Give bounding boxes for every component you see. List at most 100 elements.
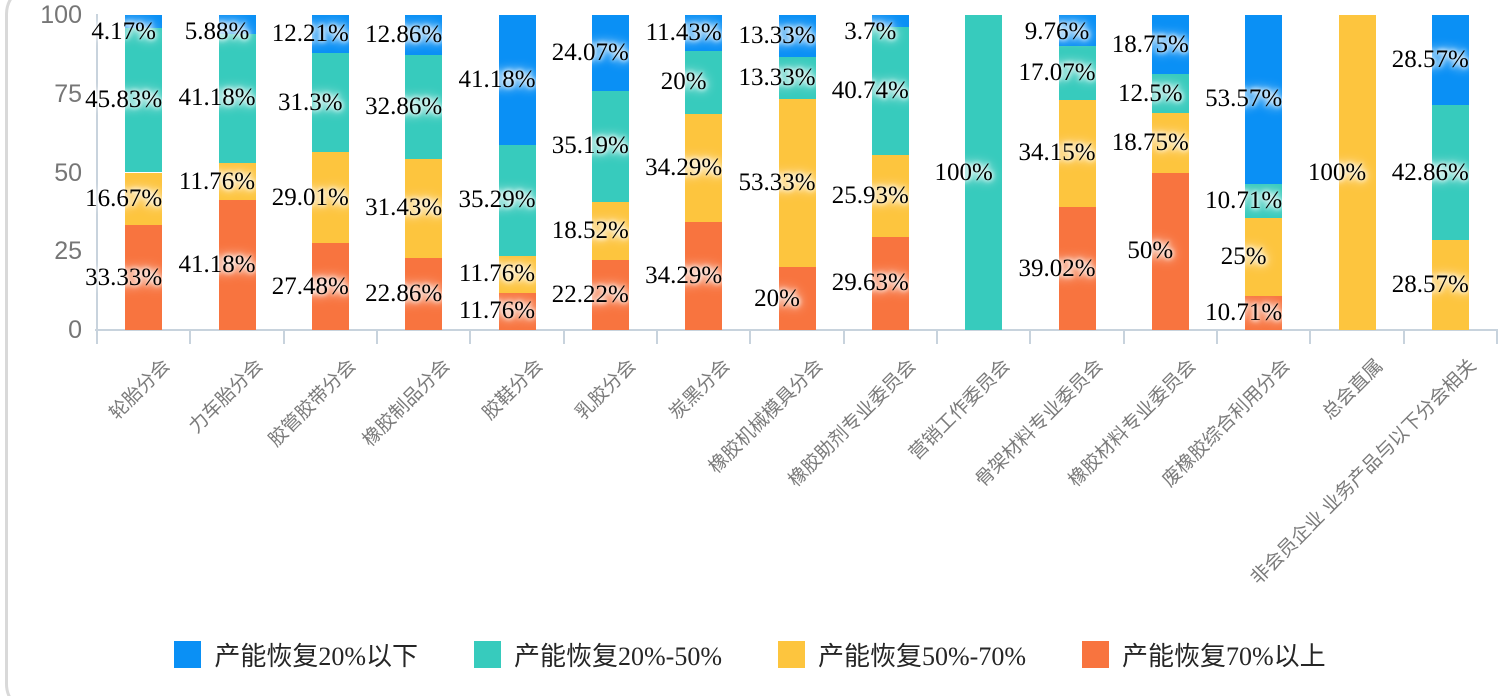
legend-label: 产能恢复50%-70% [818, 642, 1026, 671]
data-label: 12.21% [271, 20, 349, 48]
x-axis-tick [1216, 331, 1218, 344]
bar-segment [685, 14, 723, 51]
data-label: 11.76% [458, 260, 536, 288]
bar-segment [218, 200, 256, 330]
bar-segment [685, 221, 723, 330]
bar-segment [871, 154, 909, 237]
bar-segment [1431, 240, 1469, 330]
category-label: 乳胶分会 [572, 355, 641, 425]
bar-segment [498, 255, 536, 293]
data-label: 11.43% [645, 18, 722, 46]
data-label: 24.07% [551, 38, 629, 66]
bar-segment [1431, 104, 1469, 240]
data-label: 41.18% [458, 65, 536, 93]
data-label: 41.18% [178, 251, 256, 279]
data-label: 20% [754, 284, 800, 312]
category-label: 胶鞋分会 [478, 355, 548, 425]
data-label: 12.86% [365, 21, 443, 49]
legend-item: 产能恢复20%以下 [174, 636, 418, 673]
data-label: 53.57% [1205, 85, 1283, 113]
x-axis-tick [1309, 331, 1312, 344]
category-label: 炭黑分会 [665, 355, 735, 425]
category-label: 力车胎分会 [185, 355, 268, 438]
data-label: 3.7% [844, 18, 897, 45]
data-label: 20% [660, 68, 707, 96]
bar-segment [1245, 296, 1283, 330]
category-label: 轮胎分会 [105, 355, 175, 425]
data-label: 40.74% [831, 76, 909, 104]
bar-segment [498, 144, 536, 256]
legend-swatch [778, 641, 805, 668]
data-label: 22.22% [551, 281, 629, 308]
y-tick-label: 0 [68, 316, 82, 344]
x-axis-tick [749, 331, 752, 344]
data-label: 100% [1307, 158, 1367, 186]
bar-segment [311, 243, 349, 330]
data-label: 22.86% [365, 279, 443, 307]
x-axis-tick [96, 331, 98, 344]
data-label: 34.29% [645, 261, 723, 289]
bar-segment [498, 292, 536, 330]
bar-segment [1431, 15, 1469, 105]
data-label: 32.86% [365, 93, 443, 121]
data-label: 4.17% [91, 18, 156, 45]
data-label: 35.19% [551, 132, 629, 160]
data-label: 17.07% [1018, 58, 1096, 86]
data-label: 16.67% [85, 184, 163, 212]
data-label: 13.33% [738, 64, 816, 92]
legend-label: 产能恢复70%以上 [1121, 642, 1326, 671]
data-label: 53.33% [738, 169, 816, 196]
y-tick-label: 25 [54, 237, 82, 266]
bar-segment [311, 152, 349, 244]
data-label: 34.29% [645, 153, 723, 181]
x-axis-tick [936, 331, 938, 344]
bar-segment [1245, 217, 1283, 297]
bar-segment [778, 267, 816, 330]
y-tick-label: 100 [40, 1, 82, 29]
bar-segment [591, 90, 629, 202]
bar-segment [1058, 99, 1096, 208]
legend-swatch [174, 641, 202, 668]
data-label: 29.63% [831, 269, 909, 297]
legend-label: 产能恢复20%以下 [214, 642, 419, 671]
data-label: 33.33% [85, 263, 163, 291]
data-label: 18.52% [551, 216, 629, 244]
bar-segment [778, 99, 816, 267]
data-label: 29.01% [271, 183, 349, 211]
legend-label: 产能恢复20%-50% [514, 642, 722, 671]
data-label: 39.02% [1018, 254, 1096, 282]
bar-segment [405, 158, 443, 258]
legend: 产能恢复20%以下 产能恢复20%-50% 产能恢复50%-70% 产能恢复70%以上 [0, 636, 1500, 673]
bar-segment [1058, 15, 1096, 46]
bar-segment [1245, 15, 1283, 184]
bar-segment [218, 15, 256, 34]
bar-segment [125, 172, 163, 225]
category-label: 橡胶制品分会 [358, 355, 455, 452]
x-axis-tick [376, 331, 378, 344]
data-label: 35.29% [458, 186, 536, 214]
x-axis-tick [1029, 331, 1032, 344]
data-label: 28.57% [1391, 45, 1469, 73]
data-label: 42.86% [1391, 158, 1469, 186]
bar-segment [1338, 15, 1376, 330]
bar-segment [498, 15, 536, 145]
chart-card [5, 0, 1500, 696]
data-label: 9.76% [1024, 18, 1090, 45]
legend-item: 产能恢复20%-50% [474, 636, 722, 673]
data-label: 100% [934, 158, 993, 186]
category-label: 总会直属 [1318, 355, 1388, 425]
data-label: 28.57% [1391, 271, 1469, 298]
data-label: 31.43% [365, 194, 443, 222]
bar-segment [218, 163, 256, 201]
x-axis-line [95, 329, 1498, 331]
x-axis-tick [189, 331, 192, 344]
bar-segment [125, 28, 163, 173]
x-axis-tick [656, 331, 658, 344]
data-label: 13.33% [738, 22, 816, 50]
data-label: 18.75% [1111, 30, 1189, 58]
x-axis-tick [1496, 331, 1498, 344]
data-label: 31.3% [278, 88, 343, 116]
data-label: 5.88% [184, 18, 250, 45]
bar-segment [405, 55, 443, 159]
